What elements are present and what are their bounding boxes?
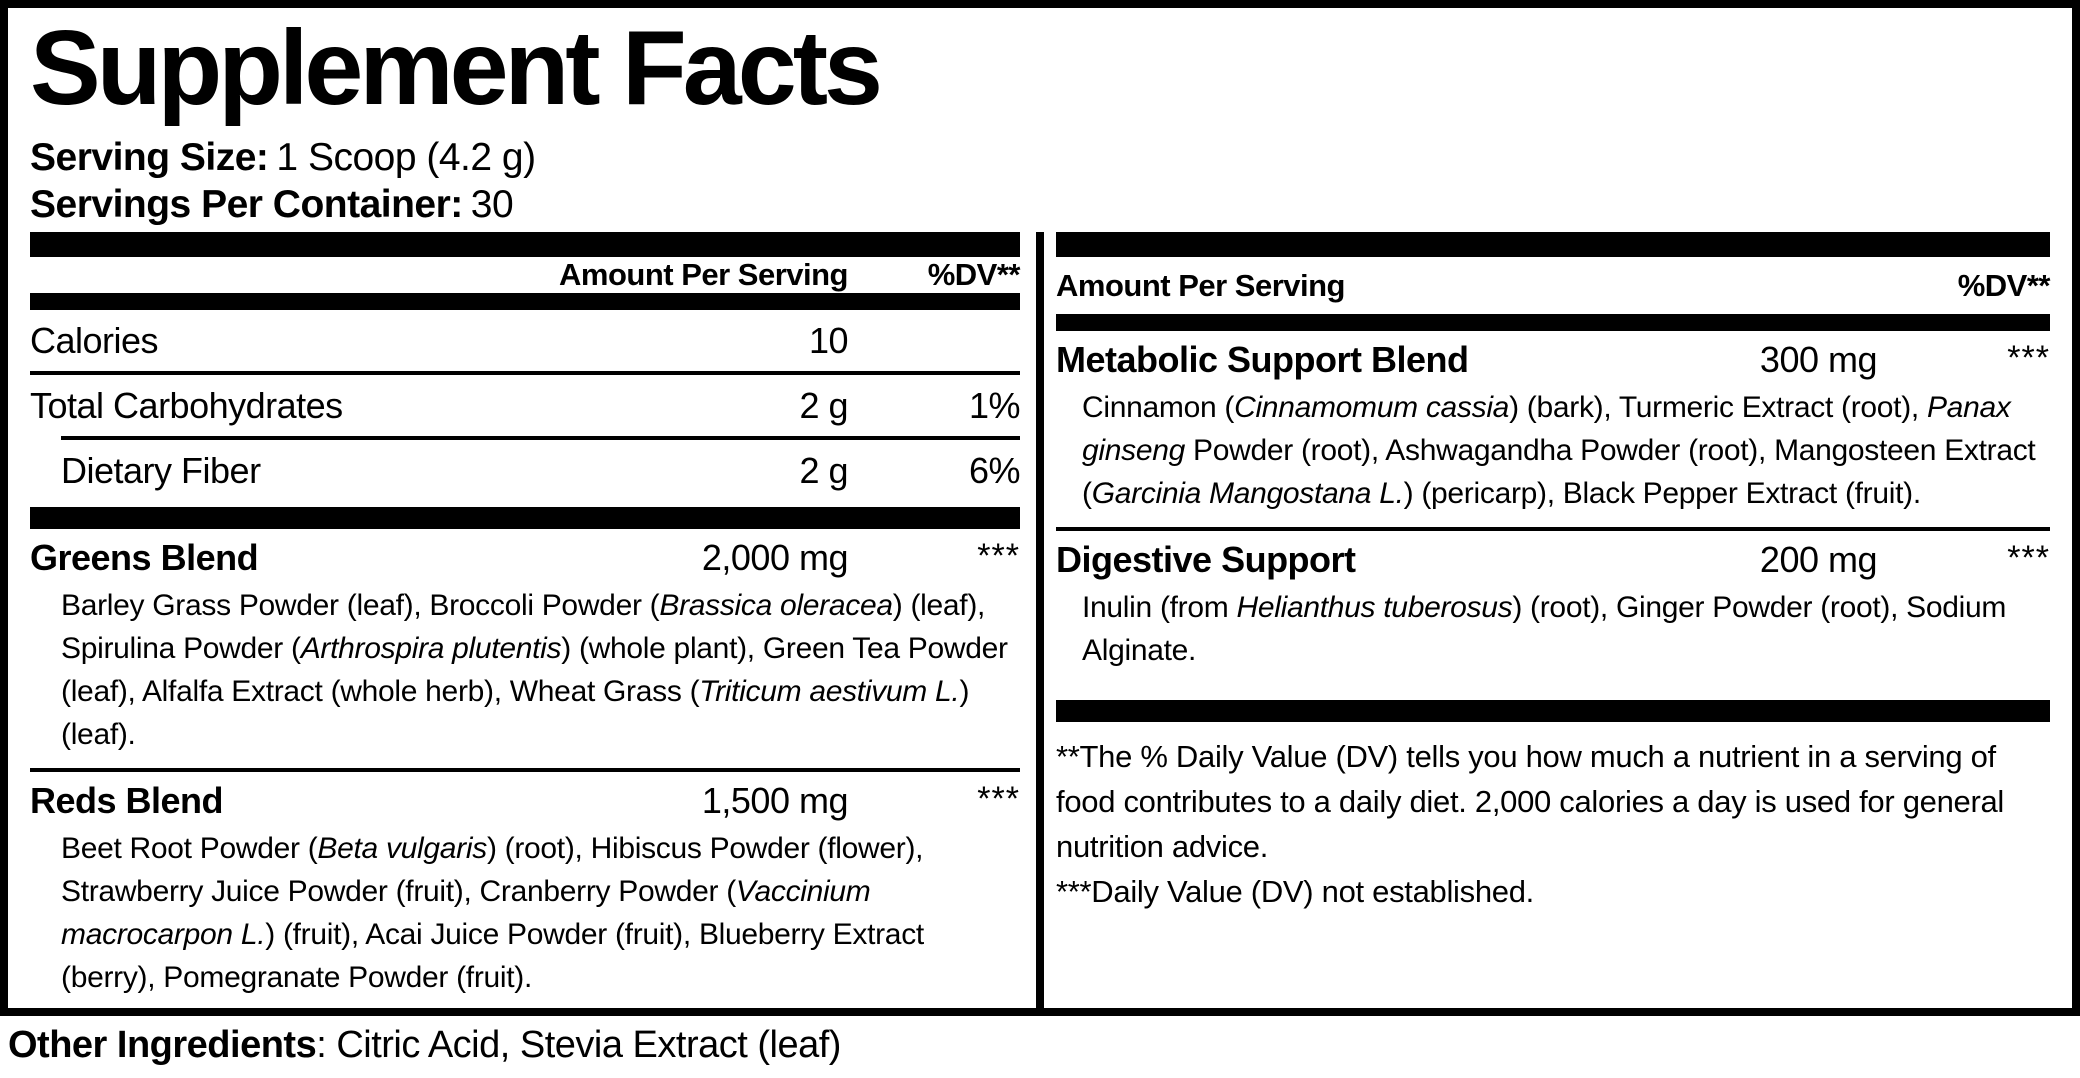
blend-row-reds: Reds Blend 1,500 mg *** (30, 772, 1020, 822)
left-dv-header: %DV** (927, 257, 1021, 292)
nutrient-dv: 1% (968, 385, 1021, 426)
nutrient-dv (848, 320, 1020, 362)
nutrient-name: Dietary Fiber (61, 450, 261, 491)
blend-dv: *** (977, 537, 1020, 575)
facts-left-column: Amount Per Serving %DV** Calories 10 Tot… (30, 232, 1021, 1008)
blend-ingredients-metabolic-support: Cinnamon (Cinnamomum cassia) (bark), Tur… (1082, 391, 2036, 510)
serving-size-label: Serving Size: (30, 136, 269, 180)
blend-amount: 1,500 mg (701, 780, 849, 821)
row-divider-line (30, 371, 1020, 375)
separator-bar-mid-right (1056, 700, 2050, 722)
panel-title: Supplement Facts (30, 9, 883, 127)
row-divider-line (1056, 527, 2050, 531)
blend-amount: 200 mg (1759, 539, 1878, 580)
blend-ingredients-reds: Beet Root Powder (Beta vulgaris) (root),… (61, 832, 924, 994)
right-dv-header: %DV** (1957, 267, 2051, 303)
nutrient-name: Calories (30, 320, 159, 361)
nutrient-dv: 6% (968, 450, 1021, 491)
nutrient-amount: 10 (808, 320, 849, 361)
nutrient-row-total-carbohydrates: Total Carbohydrates 2 g 1% (30, 375, 1021, 436)
separator-bar-mid-left (30, 507, 1020, 529)
separator-bar-under-header (30, 293, 1020, 310)
other-ingredients-line: Other Ingredients: Citric Acid, Stevia E… (8, 1024, 841, 1067)
separator-bar-top (1056, 232, 2050, 257)
nutrient-row-dietary-fiber: Dietary Fiber 2 g 6% (30, 440, 1021, 501)
blend-ingredients-digestive-support: Inulin (from Helianthus tuberosus) (root… (1082, 591, 2007, 667)
servings-per-container-value: 30 (470, 183, 514, 227)
blend-dv: *** (2007, 539, 2050, 577)
footnote-dv-not-established: ***Daily Value (DV) not established. (1056, 874, 1534, 909)
facts-right-column: Amount Per Serving %DV** Metabolic Suppo… (1056, 232, 2051, 1008)
footnote-daily-value: **The % Daily Value (DV) tells you how m… (1056, 739, 2005, 864)
blend-name: Greens Blend (30, 537, 259, 578)
right-header-row: Amount Per Serving %DV** (1056, 257, 2051, 314)
blend-dv: *** (977, 780, 1020, 818)
nutrient-amount: 2 g (799, 385, 848, 426)
right-amount-per-serving-header: Amount Per Serving (1056, 267, 1346, 303)
separator-bar-under-header (1056, 314, 2050, 331)
supplement-facts-panel: Supplement Facts Serving Size: 1 Scoop (4… (0, 0, 2080, 1016)
blend-name: Metabolic Support Blend (1056, 339, 1469, 380)
facts-table: Amount Per Serving %DV** Calories 10 Tot… (30, 232, 2051, 1008)
row-divider-line (30, 768, 1020, 772)
blend-ingredients-greens: Barley Grass Powder (leaf), Broccoli Pow… (61, 589, 1008, 751)
blend-row-metabolic-support: Metabolic Support Blend 300 mg *** (1056, 331, 2050, 381)
left-amount-per-serving-header: Amount Per Serving (559, 257, 849, 292)
blend-row-digestive-support: Digestive Support 200 mg *** (1056, 531, 2050, 581)
row-divider-line-indented (61, 436, 1020, 440)
serving-size-line: Serving Size: 1 Scoop (4.2 g) (30, 134, 2072, 181)
other-ingredients-value: : Citric Acid, Stevia Extract (leaf) (316, 1024, 841, 1066)
nutrient-row-calories: Calories 10 (30, 310, 1020, 371)
servings-per-container-line: Servings Per Container: 30 (30, 181, 2072, 228)
blend-name: Digestive Support (1056, 539, 1356, 580)
serving-size-value: 1 Scoop (4.2 g) (276, 136, 536, 180)
blend-amount: 2,000 mg (701, 537, 849, 578)
nutrient-name: Total Carbohydrates (30, 385, 343, 426)
blend-row-greens: Greens Blend 2,000 mg *** (30, 529, 1020, 579)
nutrient-amount: 2 g (799, 450, 848, 491)
other-ingredients-label: Other Ingredients (8, 1024, 317, 1066)
separator-bar-top (30, 232, 1020, 257)
blend-dv: *** (2007, 339, 2050, 377)
blend-name: Reds Blend (30, 780, 224, 821)
left-header-row: Amount Per Serving %DV** (30, 257, 1021, 293)
blend-amount: 300 mg (1759, 339, 1878, 380)
column-divider (1036, 232, 1044, 1008)
servings-per-container-label: Servings Per Container: (30, 183, 463, 227)
